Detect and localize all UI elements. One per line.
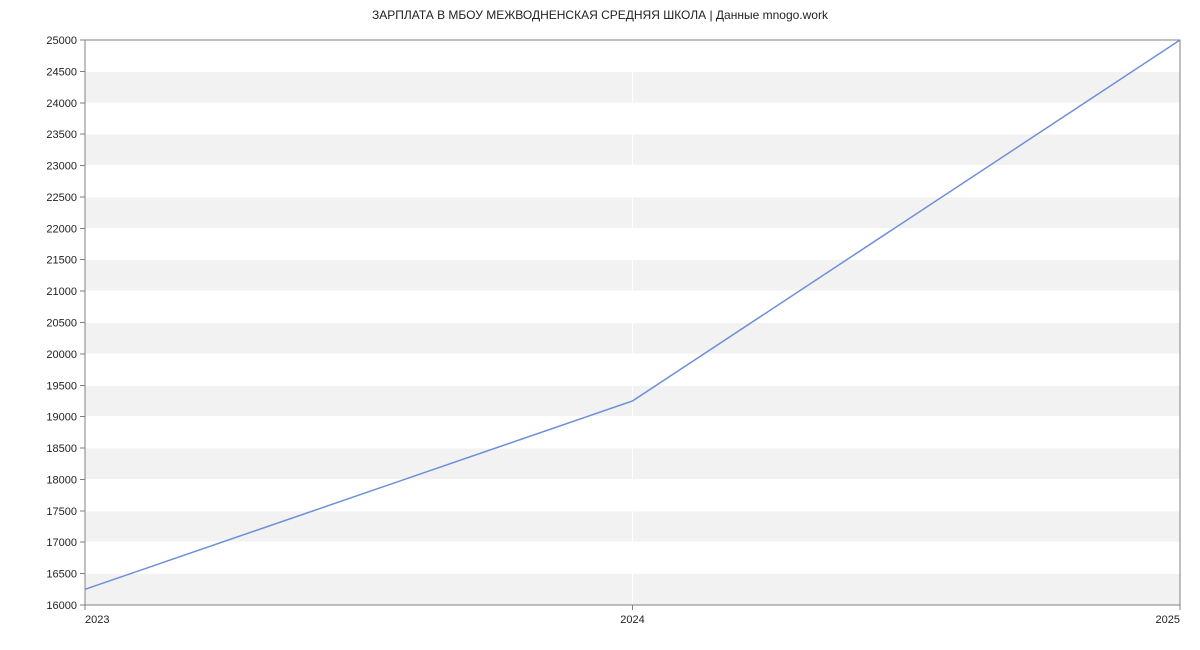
x-tick-label: 2023	[85, 614, 109, 626]
chart-container: ЗАРПЛАТА В МБОУ МЕЖВОДНЕНСКАЯ СРЕДНЯЯ ШК…	[0, 0, 1200, 650]
chart-title: ЗАРПЛАТА В МБОУ МЕЖВОДНЕНСКАЯ СРЕДНЯЯ ШК…	[0, 8, 1200, 22]
x-tick-label: 2025	[1156, 614, 1180, 626]
y-tick-label: 22000	[46, 223, 77, 235]
y-tick-label: 19000	[46, 412, 77, 424]
y-tick-label: 22500	[46, 192, 77, 204]
y-tick-label: 18000	[46, 474, 77, 486]
y-tick-label: 21000	[46, 286, 77, 298]
y-tick-label: 25000	[46, 35, 77, 47]
y-tick-label: 24500	[46, 66, 77, 78]
y-tick-label: 17500	[46, 506, 77, 518]
y-tick-label: 21500	[46, 255, 77, 267]
y-tick-label: 17000	[46, 537, 77, 549]
y-tick-label: 20500	[46, 318, 77, 330]
y-tick-label: 18500	[46, 443, 77, 455]
y-tick-label: 20000	[46, 349, 77, 361]
y-tick-label: 16000	[46, 600, 77, 612]
x-tick-label: 2024	[620, 614, 644, 626]
y-tick-label: 23000	[46, 161, 77, 173]
chart-svg: 16000 16500 17000 17500 18000 18500 19000 19500…	[0, 0, 1200, 650]
y-tick-label: 16500	[46, 569, 77, 581]
y-tick-label: 23500	[46, 129, 77, 141]
y-tick-label: 24000	[46, 98, 77, 110]
y-tick-label: 19500	[46, 380, 77, 392]
